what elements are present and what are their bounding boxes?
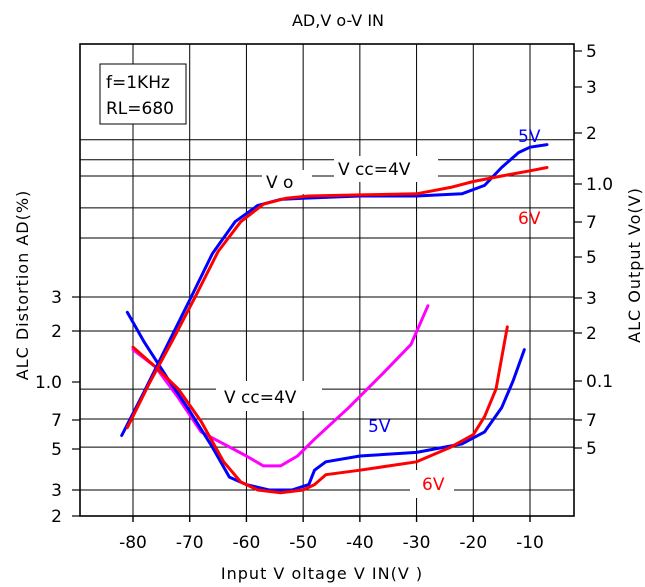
label-bg (410, 470, 454, 498)
left-tick-label: 2 (51, 507, 62, 527)
series-line-distortion (131, 325, 509, 495)
right-tick-label: 0.1 (586, 372, 613, 392)
label-bg (216, 381, 322, 411)
left-tick-label: 2 (51, 322, 62, 342)
conditions-box (99, 63, 187, 125)
right-tick-label: 5 (586, 439, 597, 459)
right-tick-label: 1.0 (586, 175, 613, 195)
label-5v-output: 5V (518, 127, 541, 147)
x-tick-label: -20 (459, 533, 487, 553)
x-tick-label: -60 (233, 533, 261, 553)
right-tick-label: 3 (586, 289, 597, 309)
condition-load: RL=680 (106, 99, 174, 119)
chart-title: AD,V o-V IN (292, 11, 384, 30)
x-tick-label: -30 (403, 533, 431, 553)
x-tick-label: -10 (516, 533, 544, 553)
x-tick-labels: -80 -70 -60 -50 -40 -30 -20 -10 (119, 533, 544, 553)
right-tick-label: 5 (586, 42, 597, 62)
annotation-vo: V o (266, 173, 293, 193)
x-axis-label: Input V oltage V IN(V ) (221, 564, 423, 583)
series-line-distortion (131, 304, 430, 468)
right-tick-label: 2 (586, 124, 597, 144)
x-tick-label: -80 (119, 533, 147, 553)
right-tick-label: 5 (586, 248, 597, 268)
annotation-vcc-distortion: V cc=4V (224, 388, 297, 408)
left-tick-label: 5 (51, 440, 62, 460)
label-6v-distortion: 6V (422, 475, 445, 495)
right-axis-label: ALC Output Vo(V) (625, 187, 644, 343)
left-tick-label: 7 (51, 411, 62, 431)
left-tick-label: 1.0 (35, 373, 62, 393)
label-6v-output: 6V (518, 209, 541, 229)
x-tick-label: -50 (289, 533, 317, 553)
right-tick-labels: 5 3 2 1.0 7 5 3 2 0.1 7 5 (586, 42, 613, 459)
right-tick-label: 3 (586, 78, 597, 98)
series-curves (120, 143, 549, 495)
label-5v-distortion: 5V (368, 417, 391, 437)
right-tick-label: 2 (586, 324, 597, 344)
series-line-distortion (125, 310, 526, 492)
label-bg (334, 156, 438, 182)
plot-frame (79, 43, 575, 517)
series-line-output (120, 143, 549, 437)
series-line-output (125, 166, 549, 430)
label-bg (262, 170, 312, 194)
condition-frequency: f=1KHz (106, 73, 170, 93)
right-tick-label: 7 (586, 411, 597, 431)
annotation-vcc-output: V cc=4V (338, 160, 411, 180)
left-tick-label: 3 (51, 288, 62, 308)
x-tick-label: -40 (346, 533, 374, 553)
left-axis-label: ALC Distortion AD(%) (13, 190, 32, 381)
left-tick-labels: 3 2 1.0 7 5 3 2 (35, 288, 62, 527)
x-tick-label: -70 (176, 533, 204, 553)
grid-lines (80, 44, 574, 516)
tick-marks (72, 50, 582, 522)
left-tick-label: 3 (51, 481, 62, 501)
right-tick-label: 7 (586, 213, 597, 233)
